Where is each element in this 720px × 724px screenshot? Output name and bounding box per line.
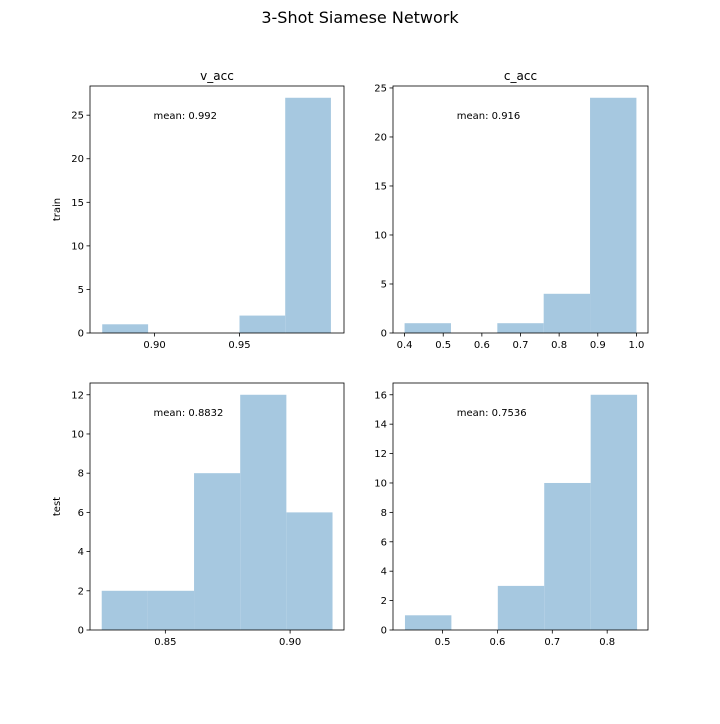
x-tick-label: 1.0 [628, 340, 644, 351]
y-axis-label: train [52, 198, 63, 221]
y-tick-label: 0 [78, 329, 84, 340]
histogram-bar [194, 473, 241, 630]
y-tick-label: 0 [381, 329, 387, 340]
y-tick-label: 14 [374, 420, 387, 431]
axes-frame [392, 382, 649, 631]
y-tick-label: 12 [71, 390, 84, 401]
y-tick-label: 20 [71, 154, 84, 165]
y-tick-label: 10 [71, 241, 84, 252]
y-tick-label: 5 [78, 285, 84, 296]
y-tick-label: 10 [374, 478, 387, 489]
y-tick-label: 25 [374, 83, 387, 94]
x-tick-label: 0.85 [154, 637, 176, 648]
y-axis-label: test [52, 497, 63, 516]
histogram-bar [101, 590, 148, 630]
histogram-bar [404, 323, 451, 333]
histogram-bar [147, 590, 195, 630]
y-tick-label: 25 [71, 111, 84, 122]
y-tick-label: 2 [381, 596, 387, 607]
mean-annotation: mean: 0.8832 [154, 408, 224, 419]
histogram-bar [285, 97, 331, 333]
y-tick-label: 2 [78, 586, 84, 597]
y-tick-label: 4 [78, 547, 84, 558]
mean-annotation: mean: 0.992 [154, 111, 218, 122]
x-tick-label: 0.4 [397, 340, 413, 351]
subplot-title: c_acc [504, 69, 537, 83]
figure-title: 3-Shot Siamese Network [261, 8, 459, 27]
y-tick-label: 10 [71, 429, 84, 440]
x-tick-label: 0.90 [143, 340, 165, 351]
y-tick-label: 16 [374, 390, 387, 401]
histogram-bar [544, 482, 591, 630]
histogram-bar [404, 615, 452, 630]
x-tick-label: 0.7 [544, 637, 560, 648]
y-tick-label: 10 [374, 230, 387, 241]
histogram-bar [590, 394, 638, 630]
histogram-bar [239, 315, 286, 333]
y-tick-label: 15 [71, 198, 84, 209]
x-tick-label: 0.8 [551, 340, 567, 351]
x-tick-label: 0.90 [279, 637, 301, 648]
y-tick-label: 6 [78, 508, 84, 519]
y-tick-label: 5 [381, 279, 387, 290]
histogram-bar [240, 394, 287, 630]
x-tick-label: 0.5 [435, 637, 451, 648]
y-tick-label: 6 [381, 537, 387, 548]
x-tick-label: 0.9 [590, 340, 606, 351]
x-tick-label: 0.95 [228, 340, 250, 351]
y-tick-label: 12 [374, 449, 387, 460]
x-tick-label: 0.8 [599, 637, 615, 648]
y-tick-label: 20 [374, 132, 387, 143]
histogram-bar [286, 512, 333, 630]
histogram-bar [497, 585, 545, 630]
y-tick-label: 0 [78, 626, 84, 637]
histogram-bar [102, 324, 149, 333]
y-tick-label: 15 [374, 181, 387, 192]
x-tick-label: 0.6 [489, 637, 505, 648]
subplot-title: v_acc [200, 69, 234, 83]
subplot-test-c_acc: 0.5 0.6 0.7 0.8 0 2 4 6 8 10 12 14 16 mean: 0.7536 [374, 382, 649, 648]
histogram-bar [497, 323, 544, 333]
axes-frame [89, 382, 345, 631]
y-tick-label: 8 [78, 469, 84, 480]
y-tick-label: 0 [381, 626, 387, 637]
subplot-train-c_acc: 0.4 0.5 0.6 0.7 0.8 0.9 1.0 0 5 10 15 20 25 c_accmean… [374, 69, 649, 351]
subplot-test-v_acc: 0.85 0.90 0 2 4 6 8 10 12 test mean: 0.8832 [52, 382, 345, 648]
x-tick-label: 0.7 [513, 340, 529, 351]
x-tick-label: 0.6 [474, 340, 490, 351]
mean-annotation: mean: 0.7536 [457, 408, 527, 419]
histogram-bar [590, 97, 637, 333]
y-tick-label: 4 [381, 567, 387, 578]
mean-annotation: mean: 0.916 [457, 111, 521, 122]
x-tick-label: 0.5 [435, 340, 451, 351]
histogram-bar [543, 293, 591, 333]
axes-frame [89, 85, 345, 334]
y-tick-label: 8 [381, 508, 387, 519]
